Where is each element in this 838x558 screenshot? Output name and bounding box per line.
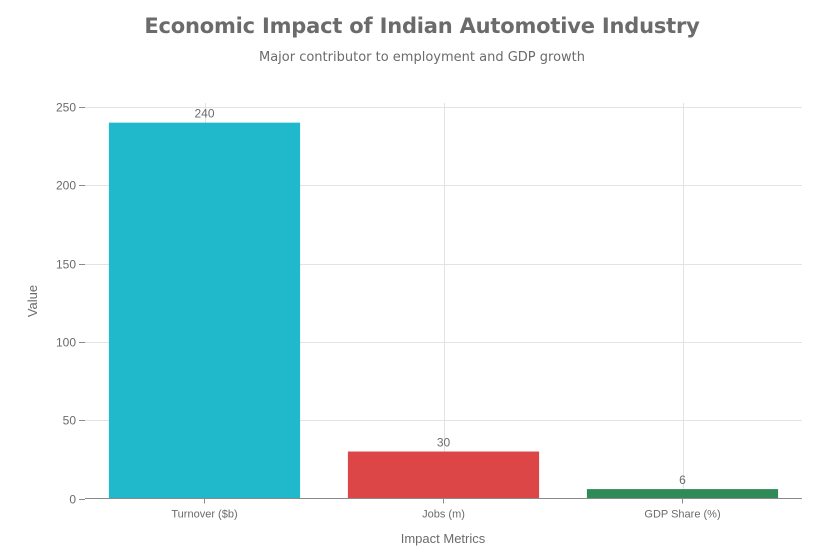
chart-title: Economic Impact of Indian Automotive Ind… [144,14,700,38]
y-tick-label: 250 [56,101,76,115]
bar[interactable] [108,122,301,499]
x-tick-label: Jobs (m) [422,509,465,521]
x-tick-label: GDP Share (%) [644,509,720,521]
data-label: 30 [437,436,451,450]
bar[interactable] [347,451,540,499]
y-tick-label: 200 [56,179,76,193]
x-axis-ticks: Turnover ($b) Jobs (m) GDP Share (%) [171,498,721,521]
y-tick-label: 150 [56,258,76,272]
y-axis-label: Value [25,285,40,317]
bars [108,122,779,499]
chart-subtitle: Major contributor to employment and GDP … [258,50,585,65]
y-axis-ticks: 0 50 100 150 200 250 [56,101,85,507]
x-tick-label: Turnover ($b) [171,509,237,521]
y-tick-label: 0 [69,493,76,507]
y-tick-label: 50 [63,414,77,428]
y-tick-label: 100 [56,336,76,350]
bar[interactable] [586,489,779,499]
x-axis-label: Impact Metrics [401,531,486,546]
data-label: 240 [194,107,214,121]
data-labels: 240 30 6 [194,107,686,487]
data-label: 6 [679,473,686,487]
